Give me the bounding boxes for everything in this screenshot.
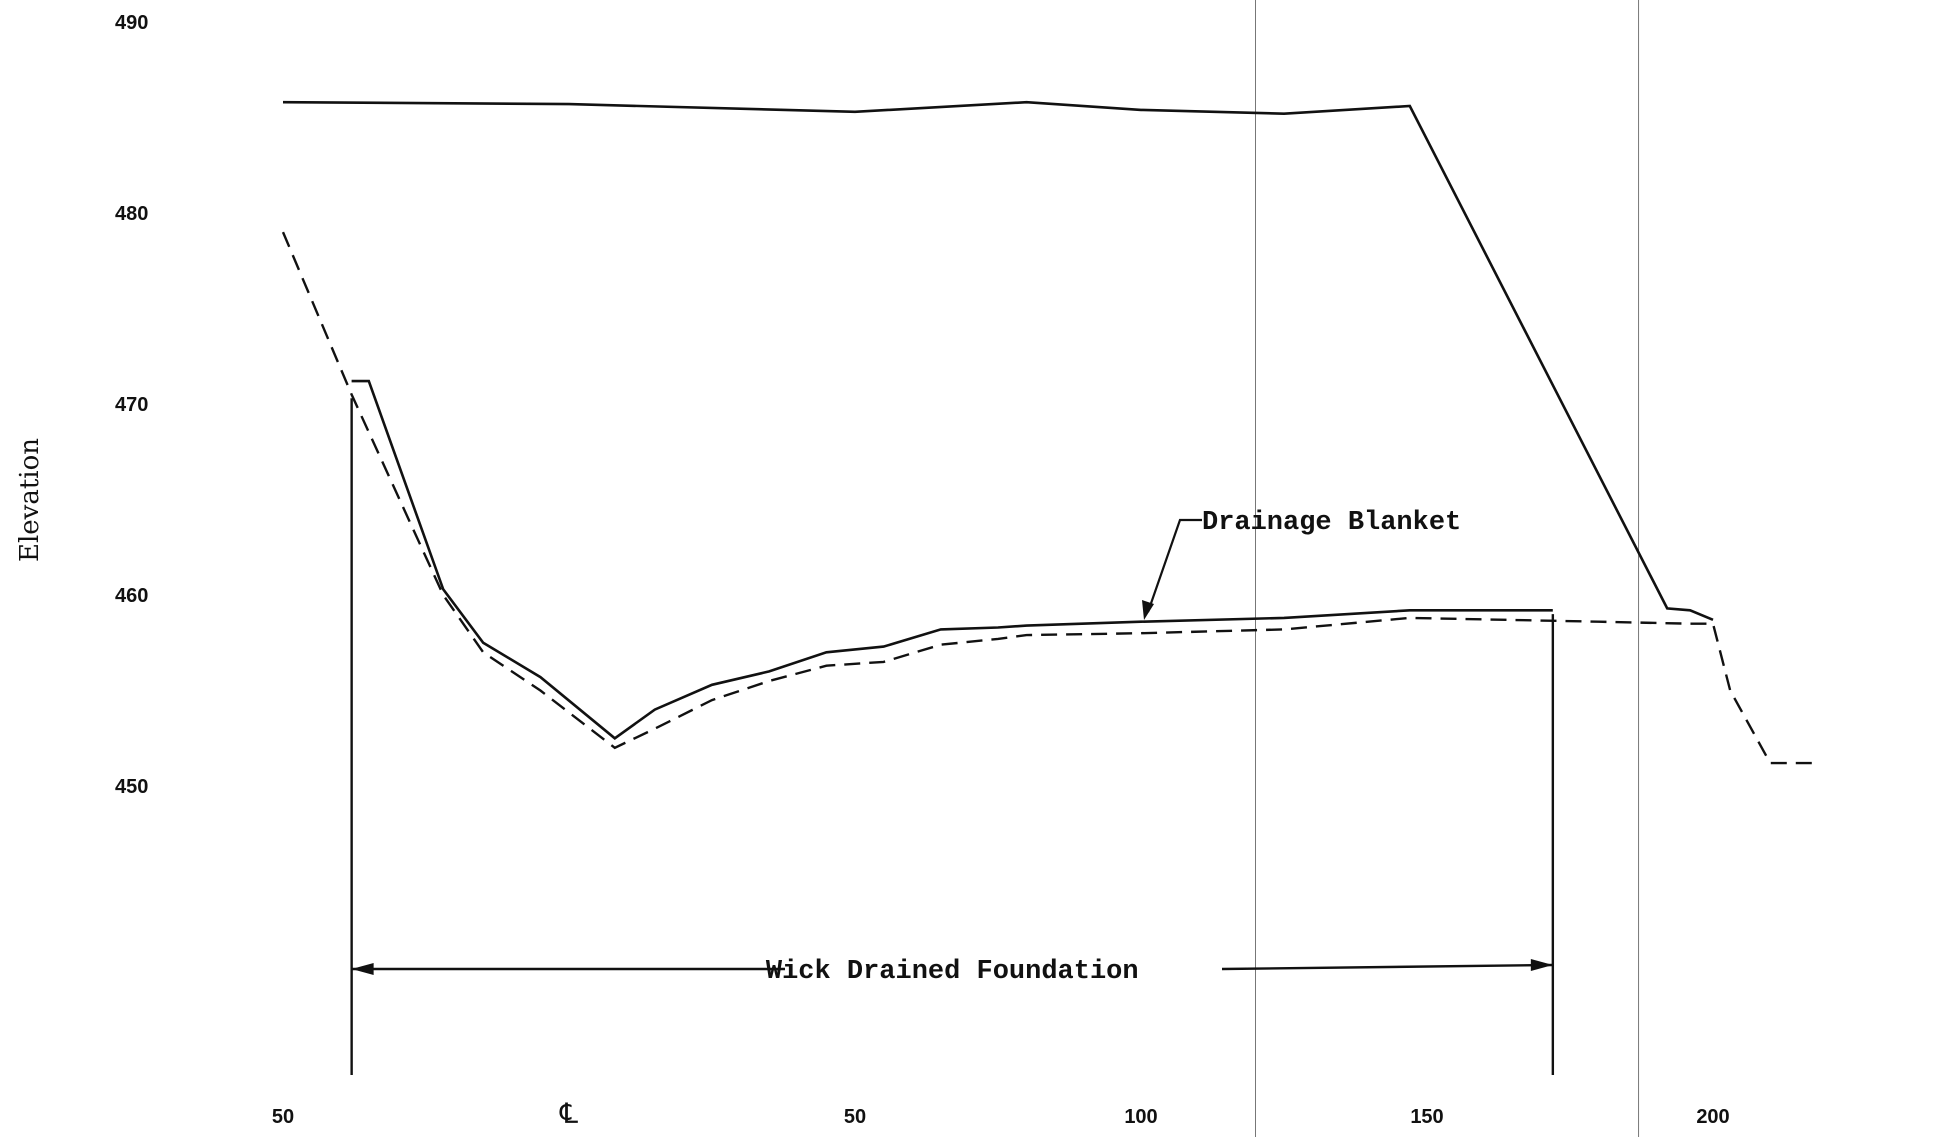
- series-line-2: [351, 379, 1553, 740]
- series-line-0: [282, 100, 1714, 622]
- wick-drained-foundation: Wick Drained Foundation: [350, 398, 1555, 1075]
- x-tick-label: 50: [844, 1106, 866, 1128]
- y-tick-label: 480: [115, 203, 148, 225]
- y-tick-label: 460: [115, 585, 148, 607]
- y-axis-label: Elevation: [15, 438, 45, 562]
- drainage-blanket-label: Drainage Blanket: [1202, 508, 1461, 538]
- wick-label: Wick Drained Foundation: [766, 957, 1139, 987]
- y-tick-label: 490: [115, 12, 148, 34]
- drainage-blanket-leader: [1146, 518, 1202, 613]
- series-line-1: [281, 231, 1816, 765]
- drainage-blanket-arrowhead: [1142, 600, 1154, 620]
- x-tick-label: 50: [272, 1106, 294, 1128]
- series-group: [281, 100, 1816, 765]
- x-tick-label: 200: [1696, 1106, 1729, 1128]
- reference-lines: [1255, 0, 1640, 1137]
- wick-arrowhead-left: [351, 963, 374, 975]
- y-tick-label: 470: [115, 394, 148, 416]
- wick-arrowhead-right: [1530, 959, 1553, 971]
- y-tick-label: 450: [115, 776, 148, 798]
- x-axis-ticks: 50 ℄ 50 100 150 200: [272, 1098, 1730, 1129]
- x-tick-label: 150: [1410, 1106, 1443, 1128]
- drainage-blanket-annotation: Drainage Blanket: [1142, 508, 1461, 620]
- wick-arrow-right: [1221, 963, 1553, 971]
- y-axis-ticks: 490 480 470 460 450: [115, 12, 148, 798]
- x-tick-label: ℄: [559, 1098, 578, 1129]
- x-tick-label: 100: [1124, 1106, 1157, 1128]
